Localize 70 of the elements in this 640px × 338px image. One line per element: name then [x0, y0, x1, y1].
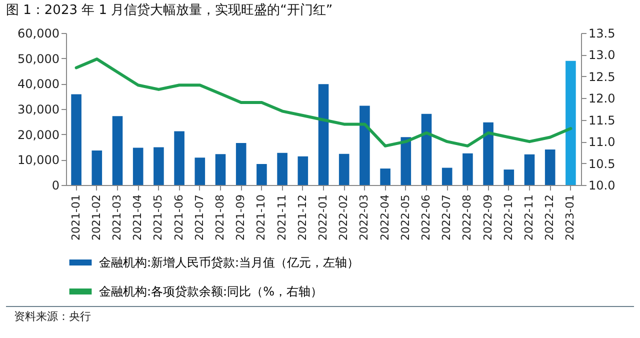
bar	[338, 154, 350, 185]
x-tick-label: 2022-05	[398, 194, 412, 240]
bar	[92, 150, 102, 185]
y-tick-label: 0	[52, 178, 60, 192]
bar	[174, 131, 184, 185]
x-tick-label: 2022-04	[378, 194, 392, 240]
bar	[112, 116, 123, 185]
x-tick-label: 2021-06	[172, 194, 186, 240]
bar	[236, 142, 246, 185]
bar	[462, 153, 473, 185]
bar	[400, 137, 412, 185]
y2-tick-label: 10.5	[588, 156, 616, 171]
x-tick-label: 2021-09	[234, 194, 248, 240]
x-tick-label: 2022-02	[337, 194, 350, 240]
bar	[544, 150, 556, 185]
y2-tick-label: 13.5	[588, 26, 616, 40]
bar	[215, 154, 226, 185]
x-tick-label: 2021-02	[90, 194, 103, 240]
bar	[298, 156, 308, 185]
x-tick-label: 2021-11	[275, 194, 288, 240]
text: 资料来源：央行	[6, 306, 634, 326]
x-tick-label: 2022-12	[543, 194, 556, 240]
x-tick-label: 2022-03	[358, 194, 371, 240]
y2-tick-label: 13.0	[588, 48, 616, 62]
y2-tick-label: 12.5	[588, 70, 616, 84]
chart-title: 图 1：2023 年 1 月信贷大幅放量，实现旺盛的“开门红”	[6, 2, 333, 18]
y-tick-label: 30,000	[18, 102, 60, 116]
x-tick-label: 2022-10	[502, 194, 515, 240]
y2-tick-label: 12.0	[588, 92, 616, 106]
x-tick-label: 2021-07	[192, 194, 206, 240]
bar	[421, 114, 432, 185]
line-series	[74, 58, 572, 148]
y-tick-label: 50,000	[18, 52, 60, 66]
y-tick-label: 40,000	[18, 77, 60, 92]
x-tick-label: 2022-07	[440, 194, 454, 240]
x-tick-label: 2021-05	[152, 194, 165, 240]
bar	[442, 168, 452, 185]
x-tick-label: 2021-08	[214, 194, 226, 240]
y2-tick-label: 11.0	[588, 135, 616, 150]
y2-tick-label: 10.0	[588, 178, 616, 192]
y-tick-label: 60,000	[18, 26, 60, 40]
bar	[132, 148, 144, 185]
x-tick-label: 2022-06	[420, 194, 432, 240]
y2-tick-label: 11.5	[588, 113, 616, 128]
x-tick-label: 2021-04	[131, 194, 144, 240]
x-tick-label: 2022-11	[522, 194, 536, 240]
bar	[504, 170, 514, 185]
bar	[277, 152, 288, 185]
x-tick-label: 2021-03	[110, 194, 124, 240]
y-tick-label: 20,000	[18, 128, 60, 142]
bar	[360, 106, 370, 185]
bar	[524, 154, 535, 185]
x-tick-label: 2022-09	[481, 194, 494, 240]
legend-label: 金融机构:新增人民币贷款:当月值（亿元，左轴）	[99, 256, 360, 270]
x-tick-label: 2022-01	[316, 194, 330, 240]
x-tick-label: 2022-08	[460, 194, 474, 240]
x-tick-label: 2021-12	[296, 194, 309, 240]
x-tick-label: 2021-10	[254, 194, 268, 240]
bar	[71, 94, 82, 185]
legend-label: 金融机构:各项贷款余额:同比（%，右轴）	[99, 284, 322, 298]
bar	[566, 60, 576, 185]
x-tick-label: 2023-01	[564, 194, 577, 240]
bar	[154, 147, 164, 185]
bar	[256, 164, 267, 185]
bar	[318, 84, 329, 185]
bar	[194, 158, 206, 185]
x-tick-label: 2021-01	[69, 194, 82, 240]
bar	[483, 122, 494, 185]
y-tick-label: 10,000	[18, 153, 60, 168]
bar	[380, 168, 390, 185]
